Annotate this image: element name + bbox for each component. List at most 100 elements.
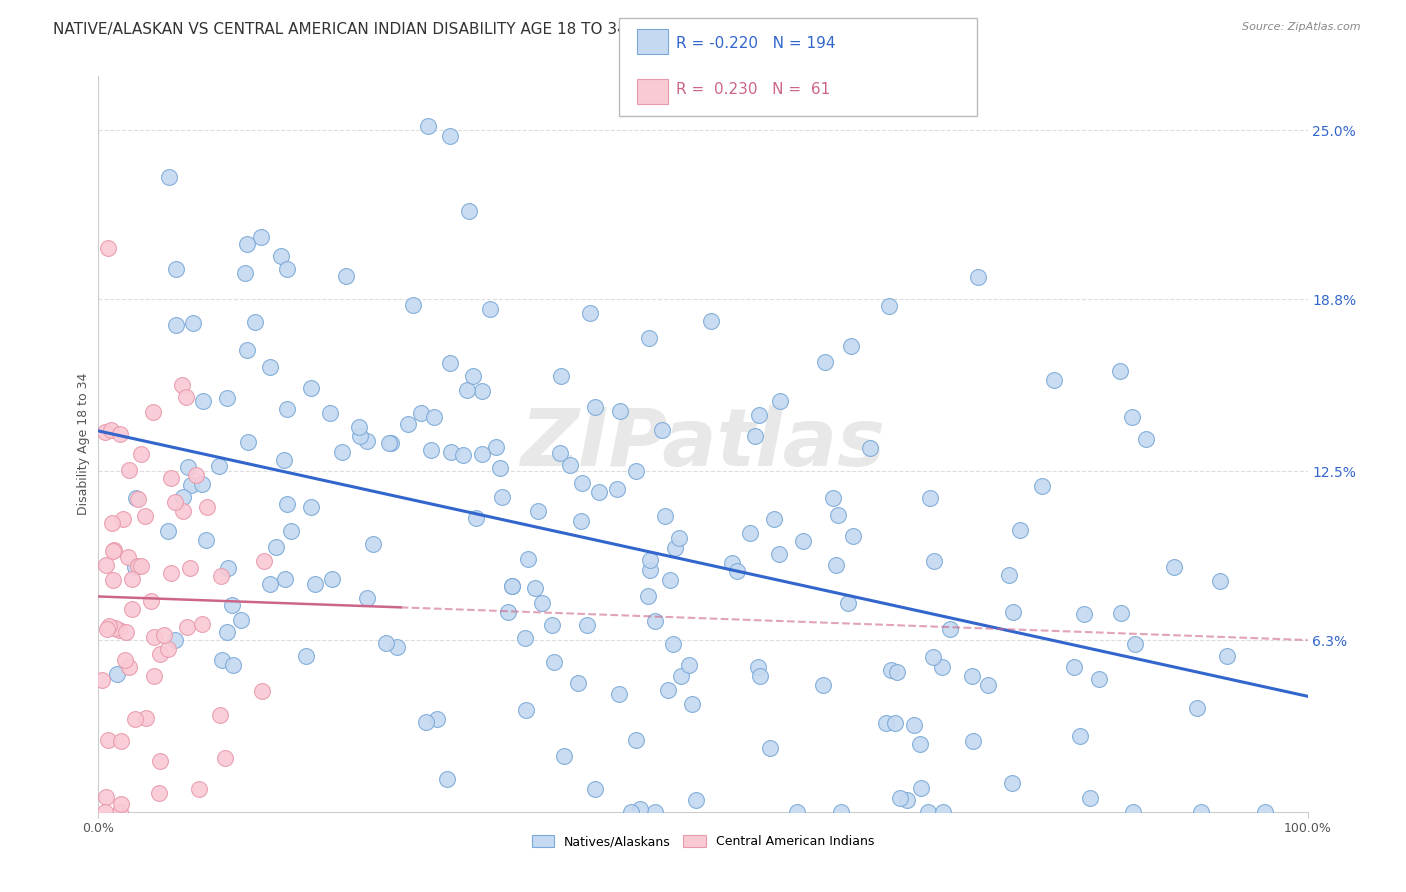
Point xyxy=(208,458,231,473)
Point xyxy=(131,447,153,461)
Point xyxy=(1163,560,1185,574)
Point xyxy=(121,601,143,615)
Point xyxy=(659,573,682,587)
Point xyxy=(932,805,955,819)
Point xyxy=(496,605,519,619)
Point xyxy=(977,678,1000,692)
Point xyxy=(1216,648,1239,663)
Point xyxy=(824,558,846,572)
Point xyxy=(1123,637,1146,651)
Point xyxy=(276,402,298,417)
Point xyxy=(889,791,911,805)
Point xyxy=(744,429,766,443)
Point xyxy=(179,561,201,575)
Point xyxy=(97,242,120,256)
Point xyxy=(768,547,790,561)
Point xyxy=(114,625,136,640)
Point xyxy=(962,669,984,683)
Point xyxy=(104,621,127,635)
Point xyxy=(134,509,156,524)
Point xyxy=(699,314,721,328)
Point xyxy=(637,589,659,603)
Point xyxy=(380,435,402,450)
Point xyxy=(274,573,297,587)
Point xyxy=(1087,672,1109,686)
Point xyxy=(409,406,432,420)
Point xyxy=(439,444,461,458)
Point xyxy=(330,445,353,459)
Point xyxy=(349,419,371,434)
Point xyxy=(821,491,844,506)
Point xyxy=(103,544,125,558)
Point xyxy=(550,368,572,383)
Point xyxy=(159,470,181,484)
Point xyxy=(299,500,322,515)
Point xyxy=(165,318,187,332)
Point xyxy=(101,573,124,587)
Point xyxy=(96,558,118,572)
Point xyxy=(252,554,274,568)
Point xyxy=(917,805,939,819)
Point xyxy=(1063,660,1085,674)
Point xyxy=(918,491,941,505)
Point xyxy=(402,298,425,312)
Point xyxy=(378,435,401,450)
Point xyxy=(114,653,136,667)
Point xyxy=(229,613,252,627)
Point xyxy=(515,703,537,717)
Point xyxy=(420,443,443,458)
Point xyxy=(270,249,292,263)
Point xyxy=(922,553,945,567)
Point xyxy=(221,598,243,612)
Point xyxy=(1109,606,1132,620)
Point xyxy=(118,660,141,674)
Point xyxy=(165,633,187,648)
Point xyxy=(877,299,900,313)
Point xyxy=(172,378,194,392)
Point xyxy=(96,790,118,805)
Point xyxy=(165,262,187,277)
Point xyxy=(153,628,176,642)
Point xyxy=(156,642,179,657)
Point xyxy=(273,453,295,467)
Point xyxy=(349,429,371,443)
Point xyxy=(235,266,257,280)
Point xyxy=(903,718,925,732)
Point xyxy=(748,668,770,682)
Point xyxy=(174,390,197,404)
Point xyxy=(235,237,257,252)
Point xyxy=(148,786,170,800)
Point xyxy=(491,490,513,504)
Point xyxy=(461,369,484,384)
Point xyxy=(576,618,599,632)
Point xyxy=(264,540,287,554)
Point xyxy=(931,659,953,673)
Point xyxy=(426,712,449,726)
Point xyxy=(908,738,931,752)
Point xyxy=(543,655,565,669)
Point xyxy=(259,359,281,374)
Point xyxy=(183,316,205,330)
Point xyxy=(1002,605,1025,619)
Point xyxy=(356,434,378,449)
Point xyxy=(669,669,692,683)
Point xyxy=(361,537,384,551)
Point xyxy=(1001,776,1024,790)
Point xyxy=(553,748,575,763)
Point xyxy=(177,460,200,475)
Point xyxy=(609,403,631,417)
Point xyxy=(172,491,194,505)
Point xyxy=(458,204,481,219)
Point xyxy=(740,526,762,541)
Point xyxy=(186,468,208,483)
Point xyxy=(585,782,607,797)
Point xyxy=(418,119,440,133)
Point xyxy=(385,640,408,654)
Point xyxy=(962,734,984,748)
Point xyxy=(471,384,494,399)
Point xyxy=(1122,805,1144,819)
Point xyxy=(748,409,770,423)
Point xyxy=(125,491,148,505)
Point xyxy=(875,715,897,730)
Point xyxy=(396,417,419,432)
